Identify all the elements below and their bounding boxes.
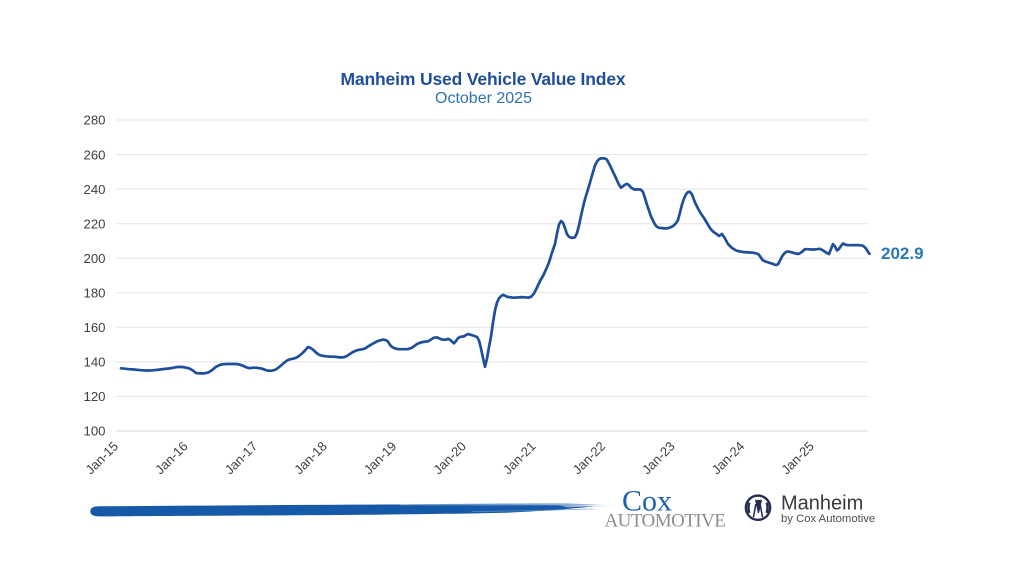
svg-text:AUTOMOTIVE: AUTOMOTIVE [605,511,726,532]
svg-text:220: 220 [83,216,105,231]
svg-text:180: 180 [83,286,105,301]
svg-text:280: 280 [83,113,105,128]
svg-text:240: 240 [83,182,105,197]
svg-text:120: 120 [83,389,105,404]
svg-text:260: 260 [83,147,105,162]
svg-text:by Cox Automotive: by Cox Automotive [781,513,875,525]
svg-text:100: 100 [83,424,105,439]
svg-text:Manheim Used Vehicle Value Ind: Manheim Used Vehicle Value Index [340,69,625,89]
svg-text:140: 140 [83,355,105,370]
svg-text:202.9: 202.9 [881,244,924,263]
svg-text:Manheim: Manheim [781,493,863,515]
svg-text:October 2025: October 2025 [435,90,532,107]
svg-text:160: 160 [83,320,105,335]
svg-text:Cox: Cox [622,485,672,518]
svg-text:200: 200 [83,251,105,266]
